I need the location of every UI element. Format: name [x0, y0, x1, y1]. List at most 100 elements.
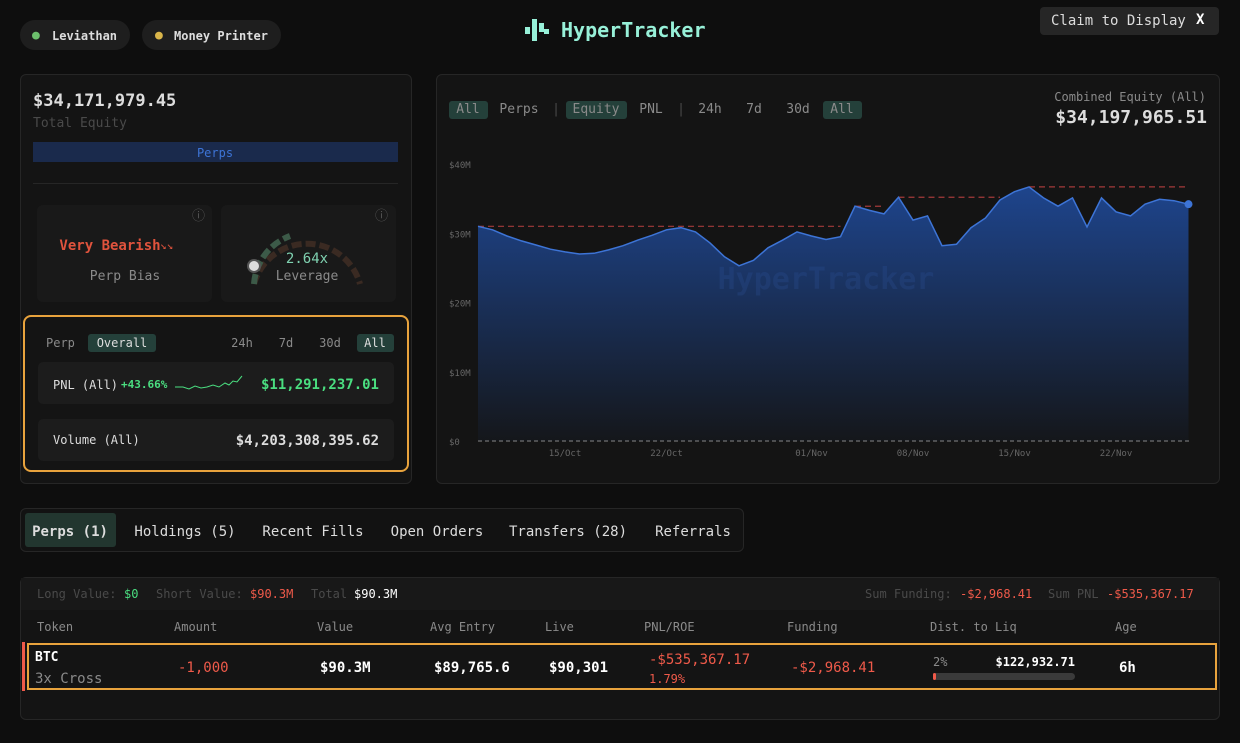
live-price: $90,301	[549, 660, 609, 676]
filter-separator: |	[552, 102, 560, 117]
y-tick-label: $0	[449, 438, 460, 448]
pnl-card	[38, 362, 394, 404]
pnl-sparkline	[175, 375, 243, 390]
filter[interactable]: Equity	[572, 102, 620, 117]
period-tab[interactable]: 7d	[278, 336, 294, 350]
y-tick-label: $40M	[449, 161, 471, 171]
summary-label: Long Value:	[37, 587, 117, 601]
volume-label: Volume (All)	[53, 433, 140, 447]
bias-card	[37, 205, 212, 302]
filter-active[interactable]	[566, 101, 627, 119]
summary-label: Sum PNL	[1048, 587, 1099, 601]
filter-active[interactable]	[449, 101, 488, 119]
divider	[33, 183, 398, 184]
y-tick-label: $10M	[449, 369, 471, 379]
liq-fill	[933, 673, 936, 680]
column-header[interactable]: Value	[317, 620, 354, 634]
funding: -$2,968.41	[791, 660, 876, 676]
margin-mode: 3x Cross	[35, 671, 103, 687]
filter-separator: |	[677, 102, 685, 117]
column-header[interactable]: Avg Entry	[430, 620, 496, 634]
avg-entry: $89,765.6	[434, 660, 510, 676]
column-header[interactable]: Amount	[174, 620, 218, 634]
period-tab[interactable]: 30d	[319, 336, 341, 350]
x-tick-label: 22/Nov	[1100, 449, 1133, 459]
period-tab-active[interactable]	[357, 334, 394, 352]
leverage-value: 2.64x	[285, 251, 329, 267]
last-point	[1184, 200, 1193, 209]
close-button[interactable]: X	[1196, 12, 1205, 28]
filter[interactable]: All	[456, 102, 480, 117]
combined-label: Combined Equity (All)	[1054, 90, 1206, 104]
perps-bar-label: Perps	[196, 146, 234, 160]
pnl-tab[interactable]: Perp	[46, 336, 75, 350]
x-tick-label: 22/Oct	[650, 449, 683, 459]
tab[interactable]: Recent Fills	[262, 524, 364, 540]
period-tab[interactable]: All	[364, 336, 386, 350]
tab[interactable]: Holdings (5)	[134, 524, 236, 540]
area-fill	[478, 186, 1189, 441]
column-header[interactable]: Live	[545, 620, 574, 634]
liq-price: $122,932.71	[995, 655, 1075, 669]
equity-chart: HyperTracker$0$10M$20M$30M$40M15/Oct22/O…	[449, 161, 1193, 459]
leverage-card	[221, 205, 396, 302]
tab[interactable]: Open Orders	[390, 524, 484, 540]
badge[interactable]	[20, 20, 130, 50]
x-tick-label: 15/Oct	[549, 449, 582, 459]
bias-value: Very Bearish	[59, 238, 161, 254]
logo-text: HyperTracker	[561, 18, 706, 42]
leverage-gauge	[247, 233, 363, 285]
claim-button[interactable]	[1040, 7, 1219, 35]
column-header[interactable]: Dist. to Liq	[930, 620, 1017, 634]
badge-label: Leviathan	[52, 29, 118, 43]
column-header[interactable]: PNL/ROE	[644, 620, 695, 634]
info-icon[interactable]: ⓘ	[375, 209, 389, 224]
column-header[interactable]: Age	[1115, 620, 1137, 634]
age: 6h	[1119, 660, 1136, 676]
tab-bar	[20, 508, 744, 552]
logo-icon	[525, 19, 549, 41]
claim-label: Claim to Display	[1051, 13, 1186, 29]
period-tab[interactable]: 24h	[231, 336, 253, 350]
filter-active[interactable]	[823, 101, 862, 119]
badge[interactable]	[142, 20, 281, 50]
summary-value: -$2,968.41	[960, 587, 1033, 601]
row-side-bar	[22, 642, 25, 691]
tab[interactable]: Transfers (28)	[508, 524, 628, 540]
leverage-label: Leverage	[275, 269, 339, 284]
column-header[interactable]: Funding	[787, 620, 838, 634]
y-tick-label: $20M	[449, 300, 471, 310]
liq-track	[933, 673, 1075, 680]
filter[interactable]: 7d	[746, 102, 762, 117]
x-tick-label: 01/Nov	[795, 449, 828, 459]
tab[interactable]: Perps (1)	[32, 524, 108, 540]
perps-bar	[33, 142, 398, 162]
tab[interactable]: Referrals	[655, 524, 731, 540]
tab-active[interactable]	[25, 513, 116, 547]
filter[interactable]: All	[830, 102, 854, 117]
filter[interactable]: Perps	[499, 102, 539, 117]
filter[interactable]: PNL	[639, 102, 663, 117]
equity-label: Total Equity	[33, 116, 127, 131]
liq-percent: 2%	[933, 655, 948, 669]
pnl-tab-active[interactable]	[88, 334, 156, 352]
combined-value: $34,197,965.51	[1055, 107, 1207, 128]
column-header[interactable]: Token	[37, 620, 74, 634]
volume-card	[38, 419, 394, 461]
summary-label: Sum Funding:	[865, 587, 952, 601]
y-tick-label: $30M	[449, 230, 471, 240]
bias-arrows: ↘↘	[160, 239, 174, 252]
pnl-tab[interactable]: Overall	[96, 336, 148, 350]
summary-value: -$535,367.17	[1107, 587, 1194, 601]
filter[interactable]: 24h	[698, 102, 722, 117]
pnl-box	[23, 315, 409, 472]
position-value: $90.3M	[320, 660, 371, 676]
info-icon[interactable]: ⓘ	[192, 209, 206, 224]
filter[interactable]: 30d	[786, 102, 810, 117]
position-row[interactable]	[27, 643, 1217, 690]
roe: 1.79%	[649, 672, 686, 686]
pnl-label: PNL (All)	[53, 378, 119, 392]
badge-label: Money Printer	[174, 29, 268, 43]
pnl-percent: +43.66%	[121, 378, 168, 391]
